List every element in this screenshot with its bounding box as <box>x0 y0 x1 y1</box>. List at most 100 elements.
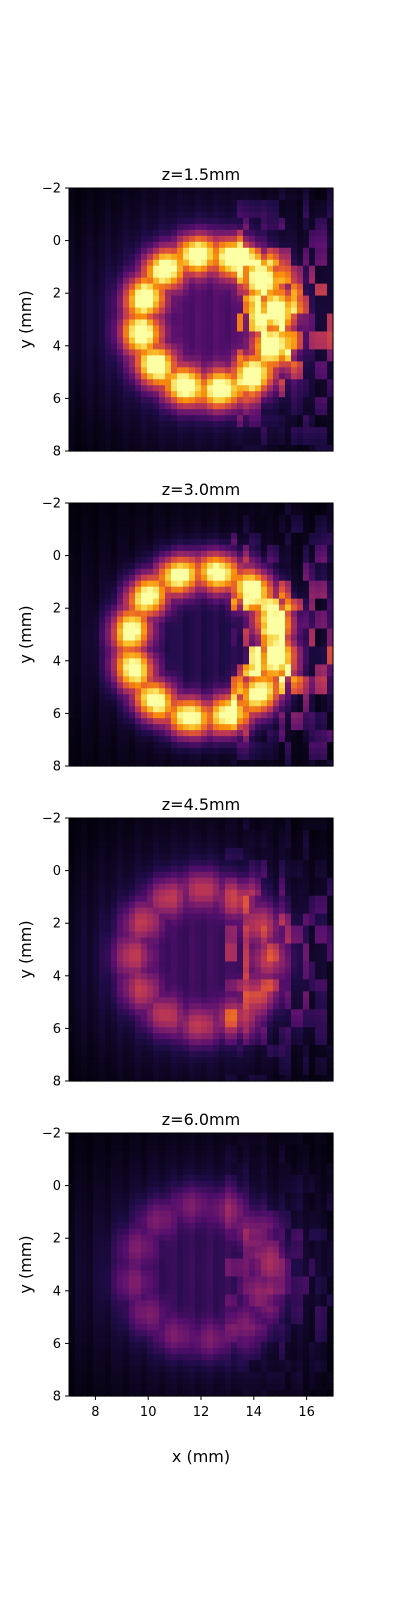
heatmap-cell <box>273 361 280 368</box>
heatmap-cell <box>231 211 238 219</box>
heatmap-cell <box>291 319 298 327</box>
heatmap-cell <box>165 1051 172 1058</box>
heatmap-cell <box>237 700 244 707</box>
heatmap-cell <box>315 235 322 243</box>
heatmap-cell <box>285 718 292 725</box>
heatmap-cell <box>123 520 130 528</box>
heatmap-cell <box>249 301 256 309</box>
heatmap-cell <box>135 544 142 552</box>
heatmap-cell <box>129 730 136 737</box>
heatmap-cell <box>285 355 292 362</box>
heatmap-cell <box>249 403 256 410</box>
heatmap-cell <box>201 664 208 671</box>
heatmap-cell <box>111 640 118 648</box>
heatmap-cell <box>273 706 280 713</box>
heatmap-cell <box>309 622 316 630</box>
heatmap-cell <box>147 307 154 315</box>
heatmap-cell <box>87 193 94 201</box>
heatmap-cell <box>279 700 286 707</box>
heatmap-cell <box>105 445 112 452</box>
heatmap-cell <box>303 592 310 600</box>
heatmap-cell <box>171 973 178 980</box>
heatmap-cell <box>147 415 154 422</box>
heatmap-cell <box>117 991 124 998</box>
heatmap-cell <box>153 907 160 915</box>
heatmap-cell <box>273 415 280 422</box>
heatmap-cell <box>147 1009 154 1016</box>
heatmap-cell <box>117 907 124 915</box>
heatmap-cell <box>213 736 220 743</box>
heatmap-cell <box>165 925 172 933</box>
heatmap-cell <box>153 343 160 350</box>
heatmap-cell <box>219 343 226 350</box>
heatmap-cell <box>87 724 94 731</box>
heatmap-cell <box>171 397 178 404</box>
heatmap-cell <box>75 847 82 855</box>
heatmap-cell <box>93 385 100 392</box>
heatmap-cell <box>201 538 208 546</box>
heatmap-cell <box>201 640 208 648</box>
heatmap-cell <box>189 688 196 695</box>
heatmap-cell <box>93 415 100 422</box>
heatmap-cell <box>87 277 94 285</box>
heatmap-cell <box>207 616 214 624</box>
heatmap-cell <box>273 646 280 654</box>
heatmap-cell <box>225 205 232 213</box>
heatmap-cell <box>183 415 190 422</box>
heatmap-cell <box>213 538 220 546</box>
heatmap-cell <box>117 865 124 873</box>
heatmap-cell <box>291 682 298 689</box>
heatmap-cell <box>87 1057 94 1064</box>
heatmap-cell <box>207 199 214 207</box>
heatmap-cell <box>171 211 178 219</box>
heatmap-cell <box>75 646 82 654</box>
heatmap-cell <box>261 271 268 279</box>
heatmap-cell <box>261 385 268 392</box>
heatmap-cell <box>201 253 208 261</box>
heatmap-cell <box>105 883 112 891</box>
heatmap-cell <box>303 634 310 642</box>
heatmap-cell <box>183 367 190 374</box>
heatmap-cell <box>159 1033 166 1040</box>
heatmap-cell <box>87 979 94 986</box>
heatmap-cell <box>315 574 322 582</box>
heatmap-cell <box>291 562 298 570</box>
heatmap-cell <box>159 313 166 321</box>
heatmap-cell <box>81 919 88 927</box>
heatmap-cell <box>153 349 160 356</box>
heatmap-cell <box>213 568 220 576</box>
heatmap-cell <box>87 331 94 339</box>
heatmap-cell <box>111 925 118 933</box>
heatmap-cell <box>165 640 172 648</box>
heatmap-cell <box>225 628 232 636</box>
heatmap-cell <box>141 913 148 921</box>
heatmap-cell <box>141 823 148 831</box>
heatmap-cell <box>123 724 130 731</box>
heatmap-cell <box>117 367 124 374</box>
heatmap-cell <box>75 628 82 636</box>
heatmap-cell <box>189 283 196 291</box>
heatmap-cell <box>285 193 292 201</box>
heatmap-cell <box>213 859 220 867</box>
heatmap-cell <box>69 568 76 576</box>
heatmap-cell <box>129 277 136 285</box>
heatmap-cell <box>81 550 88 558</box>
heatmap-cell <box>75 682 82 689</box>
heatmap-cell <box>225 526 232 534</box>
heatmap-cell <box>279 379 286 386</box>
heatmap-cell <box>129 217 136 225</box>
heatmap-cell <box>243 640 250 648</box>
heatmap-cell <box>237 652 244 660</box>
heatmap-cell <box>297 277 304 285</box>
heatmap-cell <box>201 337 208 345</box>
heatmap-cell <box>213 841 220 849</box>
heatmap-cell <box>321 676 328 683</box>
heatmap-cell <box>279 277 286 285</box>
heatmap-cell <box>129 391 136 398</box>
heatmap-cell <box>141 694 148 701</box>
heatmap-cell <box>171 913 178 921</box>
heatmap-cell <box>315 544 322 552</box>
heatmap-cell <box>291 580 298 588</box>
heatmap-cell <box>315 247 322 255</box>
